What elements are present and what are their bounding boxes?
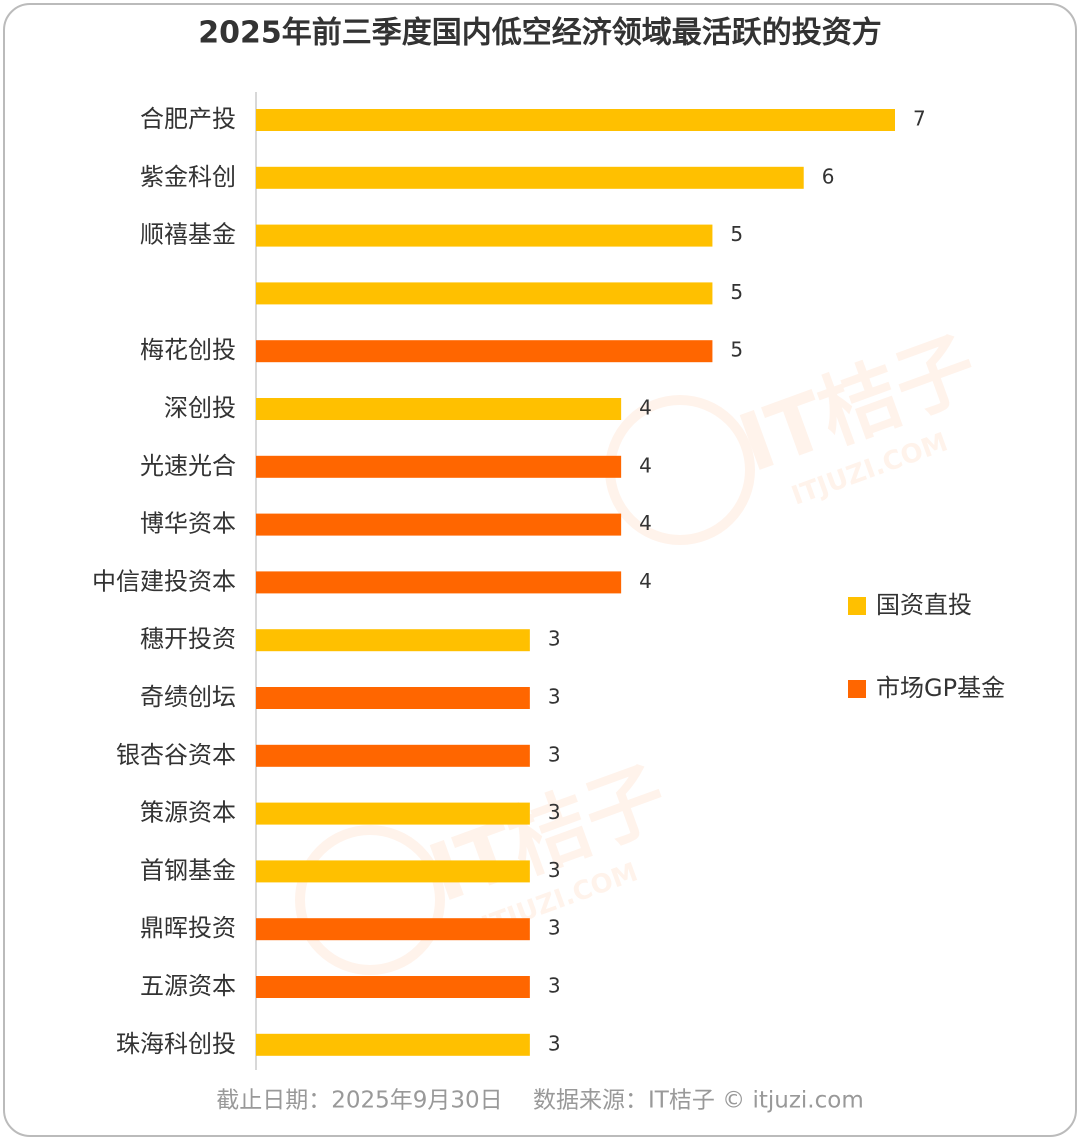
watermark-logo [295,825,445,975]
value-label: 4 [639,453,652,477]
bar [256,166,804,189]
y-tick-label: 博华资本 [140,510,236,538]
y-tick-label: 五源资本 [140,972,236,1000]
value-label: 4 [639,511,652,535]
y-tick-label: 中信建投资本 [92,567,236,595]
legend-label: 国资直投 [876,591,972,619]
value-label: 4 [639,569,652,593]
y-tick-label: 首钢基金 [140,856,236,884]
y-tick-label: 深创投 [164,394,236,422]
y-tick-label: 银杏谷资本 [116,741,236,769]
value-label: 5 [730,338,743,362]
value-label: 3 [548,685,561,709]
y-tick-label: 珠海科创投 [116,1030,236,1058]
legend-swatch [848,597,866,615]
bar [256,802,530,825]
bar [256,455,622,478]
bar [256,860,530,883]
value-label: 3 [548,742,561,766]
bar [256,398,622,420]
bar [256,687,530,709]
value-label: 7 [913,107,926,131]
value-label: 3 [548,858,561,882]
bar [256,224,713,247]
bar [256,918,530,941]
bar [256,744,530,767]
value-label: 3 [548,627,561,651]
value-label: 5 [730,280,743,304]
bar [256,976,530,998]
value-label: 4 [639,396,652,420]
value-label: 5 [730,222,743,246]
bar [256,1033,530,1056]
bar [256,629,530,652]
value-label: 3 [548,800,561,824]
source-note: 截止日期：2025年9月30日 数据来源：IT桔子 © itjuzi.com [216,1088,863,1114]
bar [256,282,713,305]
y-tick-label: 策源资本 [140,799,236,827]
legend-swatch [848,680,866,698]
bar [256,513,622,536]
bar [256,340,713,363]
y-tick-label: 鼎晖投资 [140,914,236,942]
value-label: 3 [548,1031,561,1055]
y-tick-label: 合肥产投 [140,105,236,133]
value-label: 3 [548,916,561,940]
y-tick-label: 光速光合 [140,452,236,480]
y-tick-label: 穗开投资 [140,625,236,653]
y-tick-label: 紫金科创 [140,163,236,191]
y-tick-label: 梅花创投 [140,336,236,364]
bar [256,571,622,594]
bar [256,109,895,131]
y-tick-label: 奇绩创坛 [140,683,236,711]
value-label: 6 [822,164,835,188]
legend-label: 市场GP基金 [876,674,1005,702]
value-label: 3 [548,974,561,998]
y-tick-label: 顺禧基金 [140,221,236,249]
chart-title: 2025年前三季度国内低空经济领域最活跃的投资方 [198,16,882,51]
